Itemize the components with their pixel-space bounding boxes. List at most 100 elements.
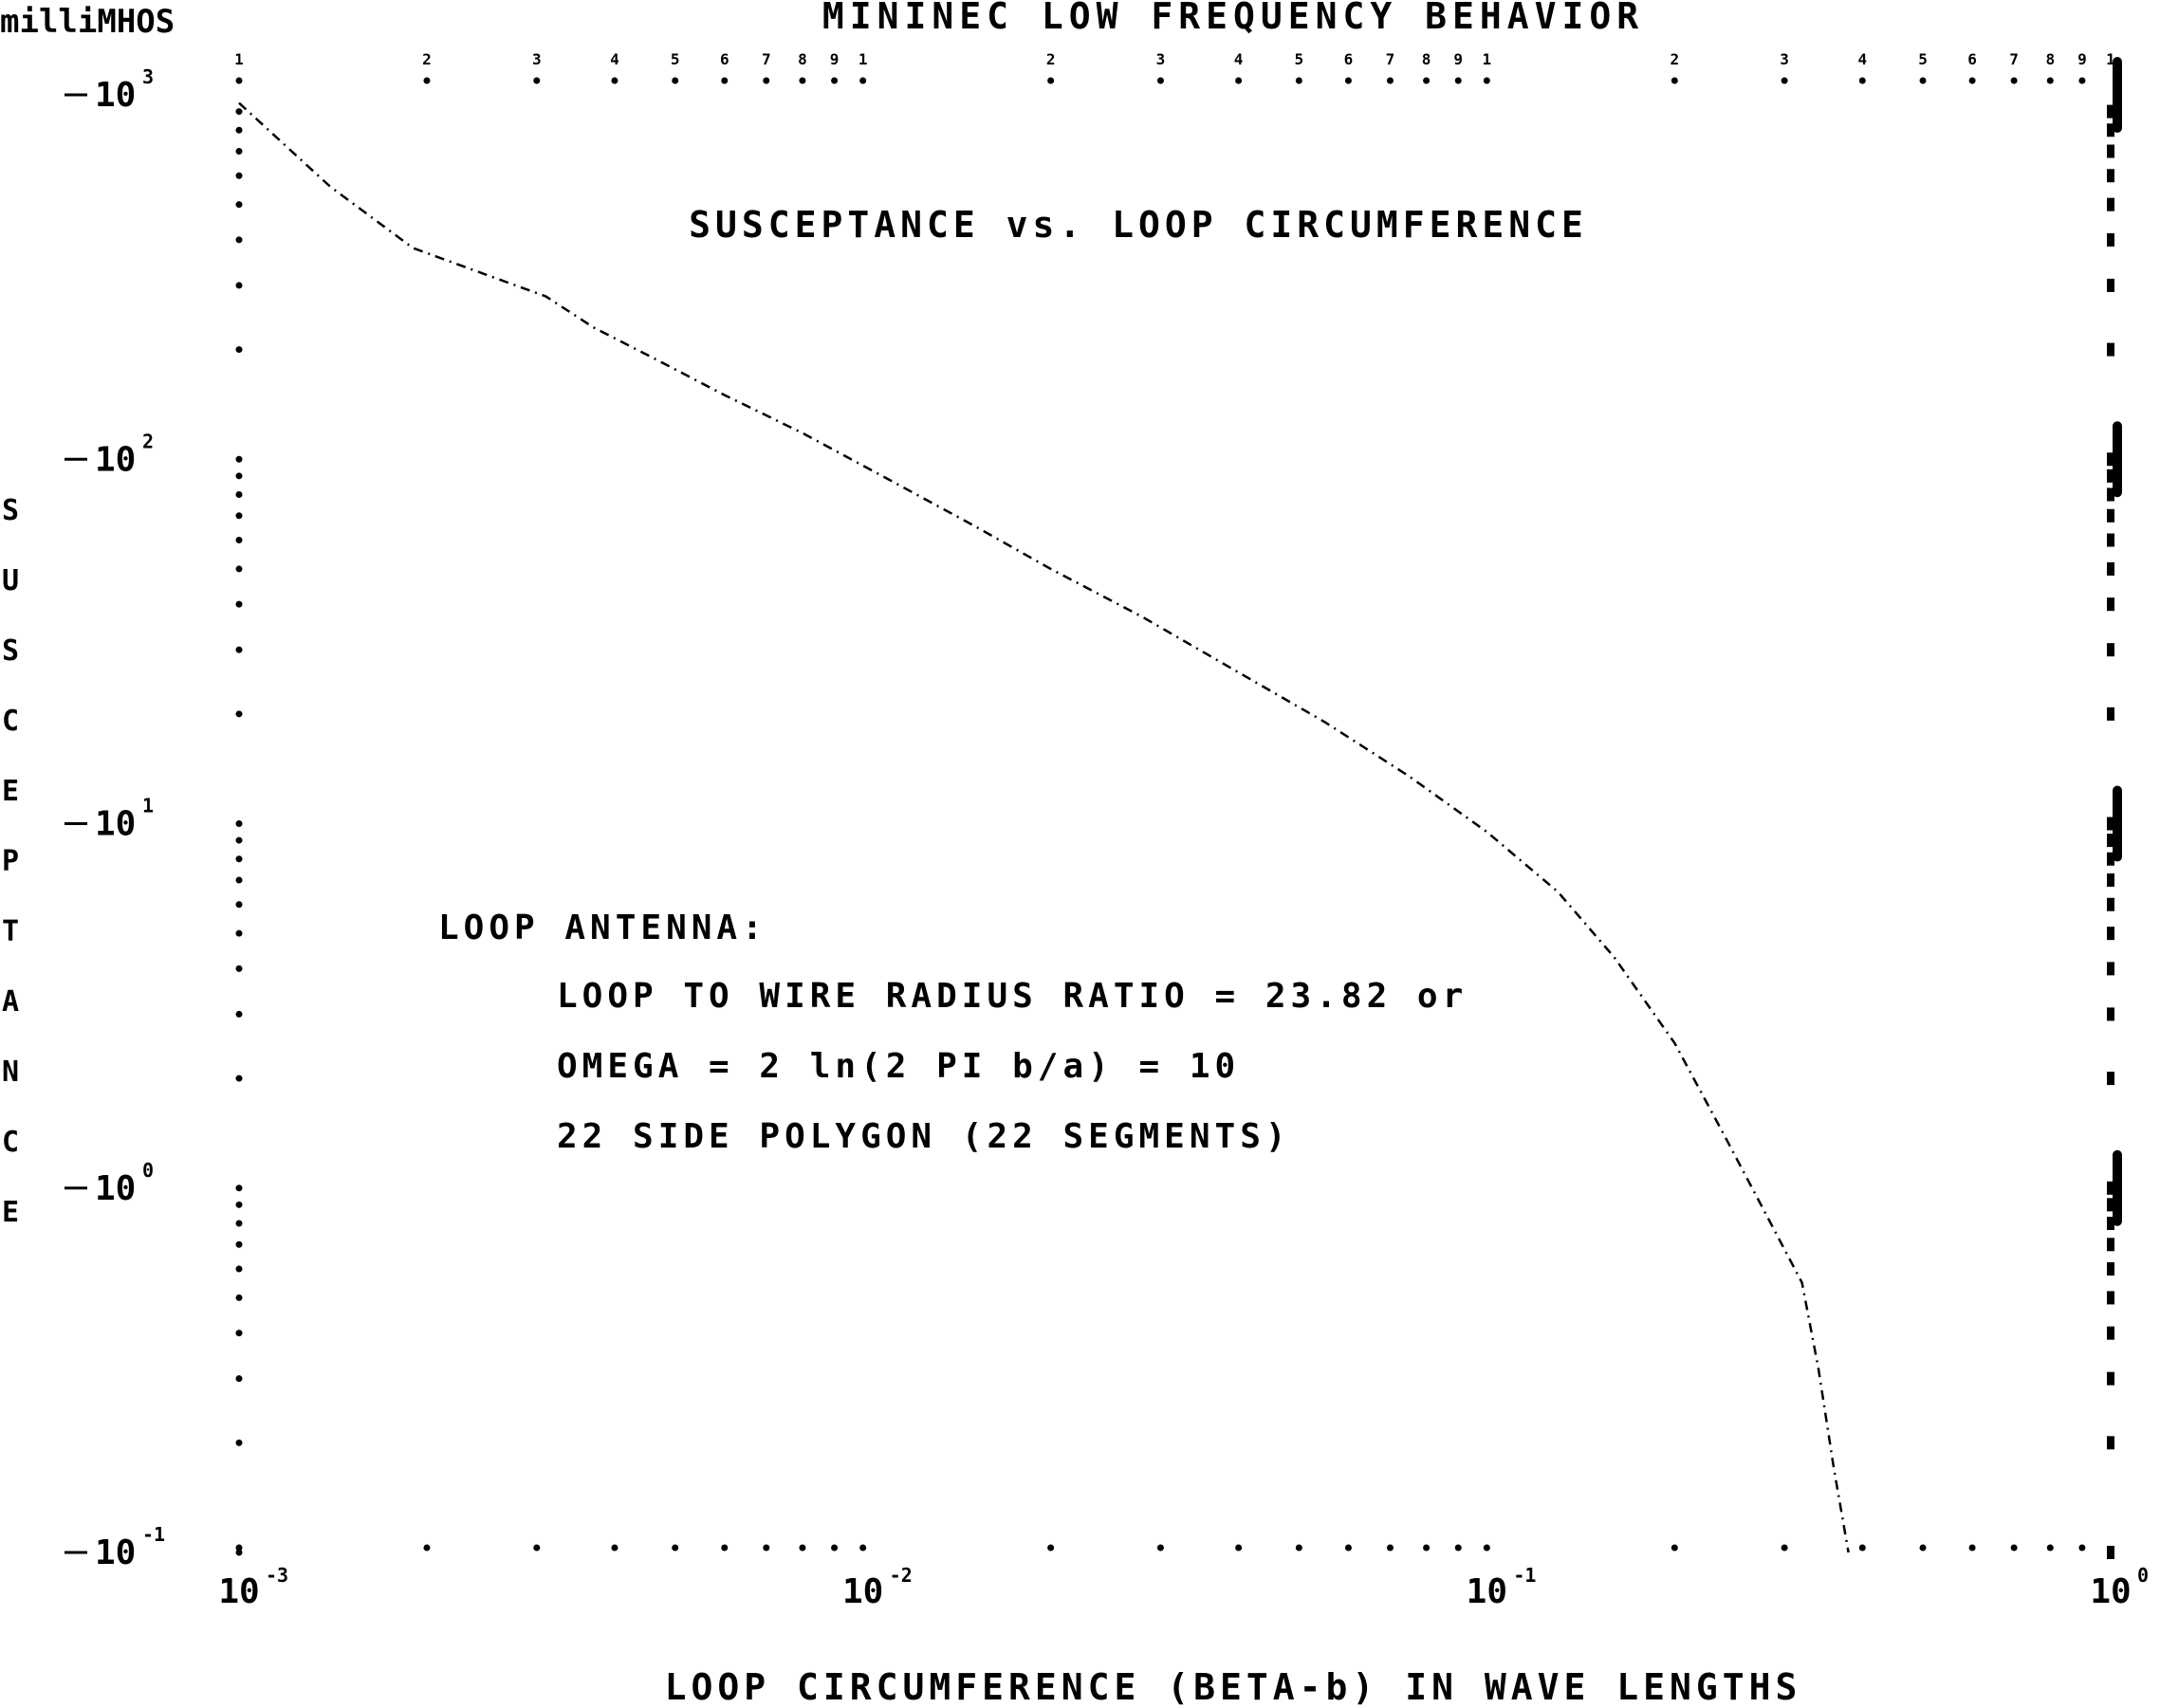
annotation-ratio: LOOP TO WIRE RADIUS RATIO = 23.82 or — [557, 977, 1468, 1016]
top-axis-dot — [672, 77, 679, 84]
right-axis-mark — [2107, 197, 2114, 211]
y-tick-base: 10 — [95, 1169, 136, 1208]
right-axis-mark — [2107, 597, 2114, 612]
top-minor-label: 9 — [1453, 50, 1463, 68]
right-axis-mark — [2107, 927, 2114, 941]
y-axis-label-letter: P — [2, 845, 19, 878]
bottom-axis-dot — [1423, 1544, 1431, 1552]
y-tick-exponent: 2 — [142, 430, 154, 452]
top-minor-label: 1 — [858, 50, 868, 68]
top-minor-label: 4 — [1234, 50, 1244, 68]
left-axis-dot — [235, 490, 243, 498]
x-tick-labels: 10 -3 10 -2 10 -1 10 0 — [218, 1564, 2149, 1611]
x-axis-label: LOOP CIRCUMFERENCE (BETA-b) IN WAVE LENG… — [665, 1666, 1802, 1708]
left-axis-dot — [235, 536, 243, 543]
bottom-axis-dot — [235, 1544, 243, 1552]
right-axis-mark — [2107, 873, 2114, 888]
right-axis-mark — [2107, 1291, 2114, 1305]
left-axis-dot — [235, 455, 243, 463]
top-axis-dot — [1781, 77, 1788, 84]
left-axis-dot — [235, 1201, 243, 1208]
y-tick-exponent: 3 — [142, 65, 154, 88]
y-axis-label-letter: A — [2, 985, 19, 1019]
right-decade-bar — [2113, 1149, 2122, 1226]
left-axis-dot — [235, 282, 243, 289]
top-minor-label: 3 — [1156, 50, 1166, 68]
left-axis-dot — [235, 1240, 243, 1248]
y-axis-label-letter: S — [2, 494, 19, 527]
right-axis-mark — [2107, 834, 2114, 848]
bottom-axis-dot — [1235, 1544, 1243, 1552]
left-axis-dot — [235, 172, 243, 179]
bottom-axis-dot — [1781, 1544, 1788, 1552]
right-axis-mark — [2107, 278, 2114, 292]
right-axis-mark — [2107, 897, 2114, 911]
right-axis-mark — [2107, 1326, 2114, 1340]
y-axis-label-letter: T — [2, 915, 19, 948]
bottom-axis-dot — [831, 1544, 839, 1552]
top-axis-dot — [611, 77, 618, 84]
top-minor-label: 4 — [1857, 50, 1867, 68]
top-axis-dot — [1423, 77, 1431, 84]
bottom-axis-dot — [611, 1544, 618, 1552]
bottom-axis-dot — [859, 1544, 867, 1552]
top-minor-label: 8 — [798, 50, 807, 68]
x-tick-base: 10 — [2090, 1572, 2131, 1611]
top-axis-dot — [831, 77, 839, 84]
bottom-axis-dot — [1858, 1544, 1866, 1552]
y-tick-exponent: 0 — [142, 1159, 154, 1182]
top-minor-label: 7 — [2009, 50, 2019, 68]
x-tick-exponent: -1 — [1513, 1564, 1536, 1587]
left-axis-dot — [235, 512, 243, 520]
left-axis-dot — [235, 836, 243, 844]
top-axis-dot — [423, 77, 431, 84]
left-axis-dot — [235, 346, 243, 354]
right-axis-mark — [2107, 232, 2114, 247]
top-minor-label: 2 — [1670, 50, 1679, 68]
top-axis-dot — [1156, 77, 1164, 84]
top-minor-label: 2 — [422, 50, 432, 68]
right-axis-mark — [2107, 561, 2114, 576]
top-minor-label: 8 — [1422, 50, 1431, 68]
top-axis-dot — [1295, 77, 1302, 84]
top-axis-dot — [1483, 77, 1490, 84]
top-axis-dot — [235, 77, 243, 84]
top-minor-label: 9 — [830, 50, 840, 68]
right-axis-mark — [2107, 144, 2114, 158]
left-axis-dot — [235, 901, 243, 909]
y-tick-labels: 10 3 10 2 10 1 10 0 10 -1 — [65, 65, 165, 1572]
top-minor-label: 5 — [1295, 50, 1304, 68]
top-minor-label: 1 — [1483, 50, 1492, 68]
left-axis-dot — [235, 236, 243, 244]
left-axis-dot — [235, 108, 243, 116]
bottom-axis-dot — [2010, 1544, 2018, 1552]
top-minor-label: 5 — [671, 50, 680, 68]
x-tick-exponent: -2 — [890, 1564, 913, 1587]
right-axis-mark — [2107, 852, 2114, 866]
left-axis-dot — [235, 1074, 243, 1082]
y-tick-base: 10 — [95, 1534, 136, 1572]
top-minor-label: 6 — [1344, 50, 1354, 68]
right-axis-mark — [2107, 1371, 2114, 1386]
left-axis-dot — [235, 126, 243, 134]
right-axis-mark — [2107, 707, 2114, 721]
left-axis-dot — [235, 876, 243, 884]
left-axis-dot — [235, 964, 243, 972]
right-axis-mark — [2107, 643, 2114, 657]
top-axis-dot — [859, 77, 867, 84]
x-tick-exponent: 0 — [2137, 1564, 2149, 1587]
bottom-axis-dot — [423, 1544, 431, 1552]
left-axis-dot — [235, 1294, 243, 1301]
bottom-axis-dot — [1483, 1544, 1490, 1552]
top-minor-label: 5 — [1918, 50, 1928, 68]
left-axis-dot — [235, 148, 243, 156]
top-axis-dot — [1344, 77, 1352, 84]
y-axis-label-letter: U — [2, 564, 19, 597]
annotation-heading: LOOP ANTENNA: — [438, 909, 767, 947]
bottom-axis-dot — [1344, 1544, 1352, 1552]
right-axis-mark — [2107, 487, 2114, 502]
top-minor-label: 1 — [234, 50, 244, 68]
bottom-axis-dot — [721, 1544, 729, 1552]
left-axis-dot — [235, 565, 243, 573]
